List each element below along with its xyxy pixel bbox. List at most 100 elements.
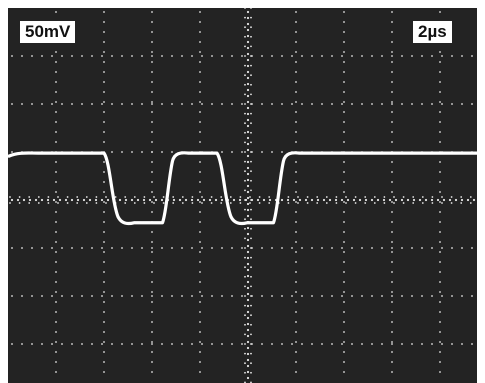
axis-tick <box>244 333 246 336</box>
graticule-dot <box>141 295 143 297</box>
graticule-dot <box>70 198 74 202</box>
axis-tick <box>250 266 252 269</box>
graticule-dot <box>199 61 201 63</box>
graticule-dot <box>451 343 453 345</box>
axis-tick <box>250 314 252 317</box>
axis-tick <box>412 202 415 204</box>
graticule-dot <box>151 251 153 253</box>
graticule-dot <box>171 343 173 345</box>
axis-tick <box>244 295 246 297</box>
axis-tick <box>210 196 213 198</box>
axis-tick <box>220 196 223 198</box>
graticule-dot <box>178 198 182 202</box>
graticule-dot <box>199 371 201 373</box>
graticule-dot <box>391 341 393 343</box>
graticule-dot <box>391 247 393 249</box>
graticule-dot <box>246 262 250 266</box>
graticule-dot <box>151 103 153 105</box>
graticule-dot <box>441 55 443 57</box>
graticule-dot <box>271 247 273 249</box>
graticule-dot <box>439 331 441 333</box>
axis-tick <box>244 199 246 201</box>
graticule-dot <box>439 91 441 93</box>
graticule-dot <box>321 55 323 57</box>
graticule-dot <box>221 343 223 345</box>
graticule-dot <box>439 351 441 353</box>
axis-tick <box>250 122 252 125</box>
axis-tick <box>201 202 203 204</box>
axis-tick <box>469 196 472 198</box>
graticule-dot <box>103 61 105 63</box>
graticule-dot <box>151 343 153 345</box>
graticule-dot <box>55 51 57 53</box>
graticule-dot <box>261 55 263 57</box>
graticule-dot <box>103 231 105 233</box>
graticule-dot <box>151 191 153 193</box>
graticule-dot <box>221 103 223 105</box>
graticule-dot <box>71 103 73 105</box>
axis-tick <box>37 196 40 198</box>
graticule-dot <box>121 55 123 57</box>
graticule-dot <box>280 198 284 202</box>
graticule-dot <box>71 55 73 57</box>
graticule-dot <box>231 295 233 297</box>
axis-tick <box>162 202 165 204</box>
axis-tick <box>250 64 252 67</box>
graticule-dot <box>232 198 236 202</box>
graticule-dot <box>51 103 53 105</box>
axis-tick <box>306 196 309 198</box>
graticule-dot <box>151 131 153 133</box>
graticule-dot <box>391 271 393 273</box>
graticule-dot <box>111 295 113 297</box>
graticule-dot <box>103 361 105 363</box>
graticule-dot <box>131 151 133 153</box>
axis-tick <box>133 196 136 198</box>
axis-tick <box>469 202 472 204</box>
graticule-dot <box>55 201 57 203</box>
axis-tick <box>85 196 88 198</box>
graticule-dot <box>281 151 283 153</box>
graticule-dot <box>55 61 57 63</box>
graticule-dot <box>376 198 380 202</box>
graticule-dot <box>181 247 183 249</box>
graticule-dot <box>141 55 143 57</box>
axis-tick <box>402 196 405 198</box>
graticule-dot <box>295 341 297 343</box>
graticule-dot <box>21 247 23 249</box>
graticule-dot <box>246 52 250 56</box>
graticule-dot <box>246 160 250 164</box>
graticule-dot <box>391 281 393 283</box>
graticule-dot <box>271 103 273 105</box>
axis-tick <box>244 343 246 345</box>
graticule-dot <box>161 103 163 105</box>
graticule-dot <box>55 291 57 293</box>
graticule-dot <box>199 291 201 293</box>
graticule-dot <box>441 103 443 105</box>
graticule-dot <box>246 370 250 374</box>
axis-tick <box>412 196 415 198</box>
graticule-dot <box>343 311 345 313</box>
graticule-dot <box>103 261 105 263</box>
graticule-dot <box>246 154 250 158</box>
graticule-dot <box>246 46 250 50</box>
graticule-dot <box>439 291 441 293</box>
axis-tick <box>244 55 246 57</box>
graticule-dot <box>246 280 250 284</box>
graticule-dot <box>55 271 57 273</box>
graticule-dot <box>271 343 273 345</box>
graticule-dot <box>22 198 26 202</box>
axis-tick <box>210 202 213 204</box>
graticule-dot <box>439 201 441 203</box>
graticule-dot <box>151 41 153 43</box>
graticule-dot <box>343 131 345 133</box>
axis-tick <box>143 196 146 198</box>
graticule-dot <box>343 371 345 373</box>
graticule-dot <box>142 198 146 202</box>
axis-tick <box>244 314 246 317</box>
axis-tick <box>244 141 246 144</box>
graticule-dot <box>148 198 152 202</box>
graticule-dot <box>151 21 153 23</box>
graticule-dot <box>401 55 403 57</box>
graticule-dot <box>466 198 470 202</box>
